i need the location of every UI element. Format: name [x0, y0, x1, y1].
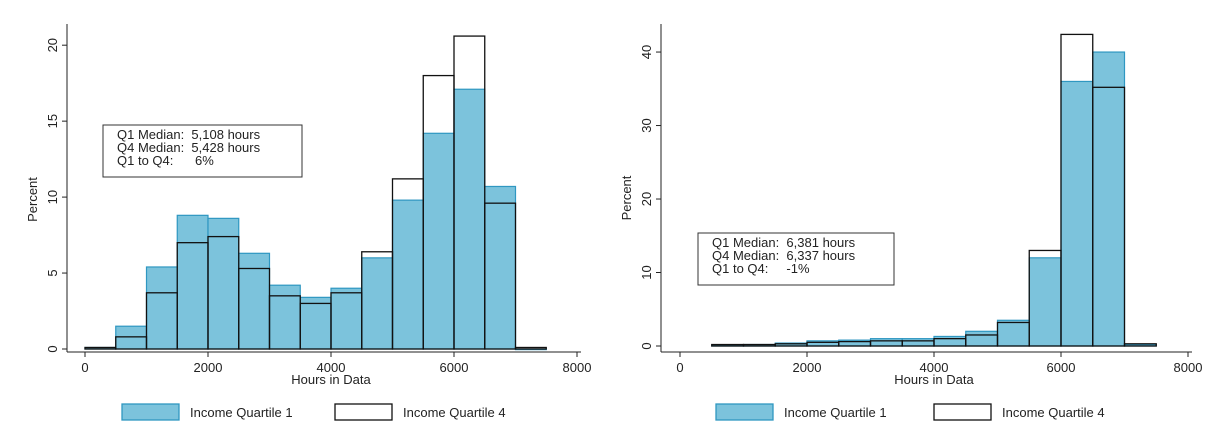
left-histogram-chart: 0 5 10 15 20 0 2000 4000 6000 8000 Hours in Data Pe… [20, 24, 592, 430]
x-axis-title: Hours in Data [291, 372, 371, 387]
q4-bar [484, 202, 517, 350]
y-tick-label: 15 [45, 114, 60, 128]
annotation-box [102, 124, 303, 178]
q4-bar [453, 35, 486, 350]
annotation-line: Q1 Median: 6,381 hours [712, 235, 856, 250]
q1-bar [145, 266, 178, 350]
q1-bar [996, 319, 1030, 347]
x-tick-label: 0 [81, 360, 88, 375]
x-tick-label: 6000 [1047, 360, 1076, 375]
q1-bar [361, 257, 394, 350]
right-histogram-panel: 0 10 20 30 40 0 2000 4000 6000 8000 Hours in Data P… [606, 0, 1212, 444]
legend-q4-swatch [933, 403, 992, 421]
legend-q1-label: Income Quartile 1 [784, 405, 887, 420]
annotation-line: Q4 Median: 5,428 hours [117, 140, 261, 155]
x-tick-label: 6000 [440, 360, 469, 375]
x-tick-label: 4000 [920, 360, 949, 375]
q1-bar [391, 199, 424, 350]
x-tick-label: 2000 [793, 360, 822, 375]
q1-bar [965, 330, 999, 347]
x-tick-label: 8000 [563, 360, 592, 375]
annotation-line: Q4 Median: 6,337 hours [712, 248, 856, 263]
legend-q4-label: Income Quartile 4 [1002, 405, 1105, 420]
legend-q4-label: Income Quartile 4 [403, 405, 506, 420]
x-tick-label: 2000 [194, 360, 223, 375]
q1-bar [268, 284, 301, 350]
q1-bar [422, 132, 455, 350]
legend-box [20, 394, 586, 430]
q4-bar [1092, 86, 1126, 347]
q1-bar [330, 287, 363, 350]
annotation-line: Q1 to Q4: 6% [117, 153, 214, 168]
q1-bar [933, 335, 967, 347]
q1-bar [176, 214, 209, 350]
q1-bar [238, 252, 271, 350]
q1-bar [299, 296, 332, 350]
legend-q1-swatch [715, 403, 774, 421]
x-tick-label: 0 [676, 360, 683, 375]
q1-bar [115, 325, 148, 350]
legend-q4-swatch [334, 403, 393, 421]
y-tick-label: 10 [639, 265, 654, 279]
q1-bar [1092, 51, 1126, 347]
y-tick-label: 0 [45, 345, 60, 352]
annotation-line: Q1 Median: 5,108 hours [117, 127, 261, 142]
y-tick-label: 0 [639, 342, 654, 349]
x-tick-label: 4000 [317, 360, 346, 375]
left-histogram-panel: 0 5 10 15 20 0 2000 4000 6000 8000 Hours in Data Pe… [20, 24, 592, 430]
annotation-box [697, 232, 895, 286]
q1-bar [484, 185, 517, 350]
q1-bar [453, 88, 486, 350]
q1-bar [207, 217, 240, 350]
y-axis-title: Percent [619, 175, 634, 220]
y-tick-label: 20 [45, 38, 60, 52]
q4-bar [514, 346, 547, 350]
y-tick-label: 40 [639, 45, 654, 59]
legend-q1-swatch [121, 403, 180, 421]
y-tick-label: 20 [639, 192, 654, 206]
q1-bar [1028, 257, 1062, 347]
q1-bar [1060, 80, 1094, 347]
y-tick-label: 5 [45, 269, 60, 276]
x-tick-label: 8000 [1174, 360, 1203, 375]
annotation-line: Q1 to Q4: -1% [712, 261, 810, 276]
legend-box [626, 394, 1192, 430]
y-tick-label: 30 [639, 118, 654, 132]
right-histogram-chart: 0 10 20 30 40 0 2000 4000 6000 8000 Hours in Data P… [619, 24, 1203, 430]
x-axis-title: Hours in Data [894, 372, 974, 387]
q1-bar [806, 340, 840, 347]
q1-bar [869, 338, 903, 347]
q4-bar [1123, 343, 1157, 347]
y-tick-label: 10 [45, 190, 60, 204]
y-axis-title: Percent [25, 177, 40, 222]
legend-q1-label: Income Quartile 1 [190, 405, 293, 420]
q1-bar [901, 338, 935, 347]
